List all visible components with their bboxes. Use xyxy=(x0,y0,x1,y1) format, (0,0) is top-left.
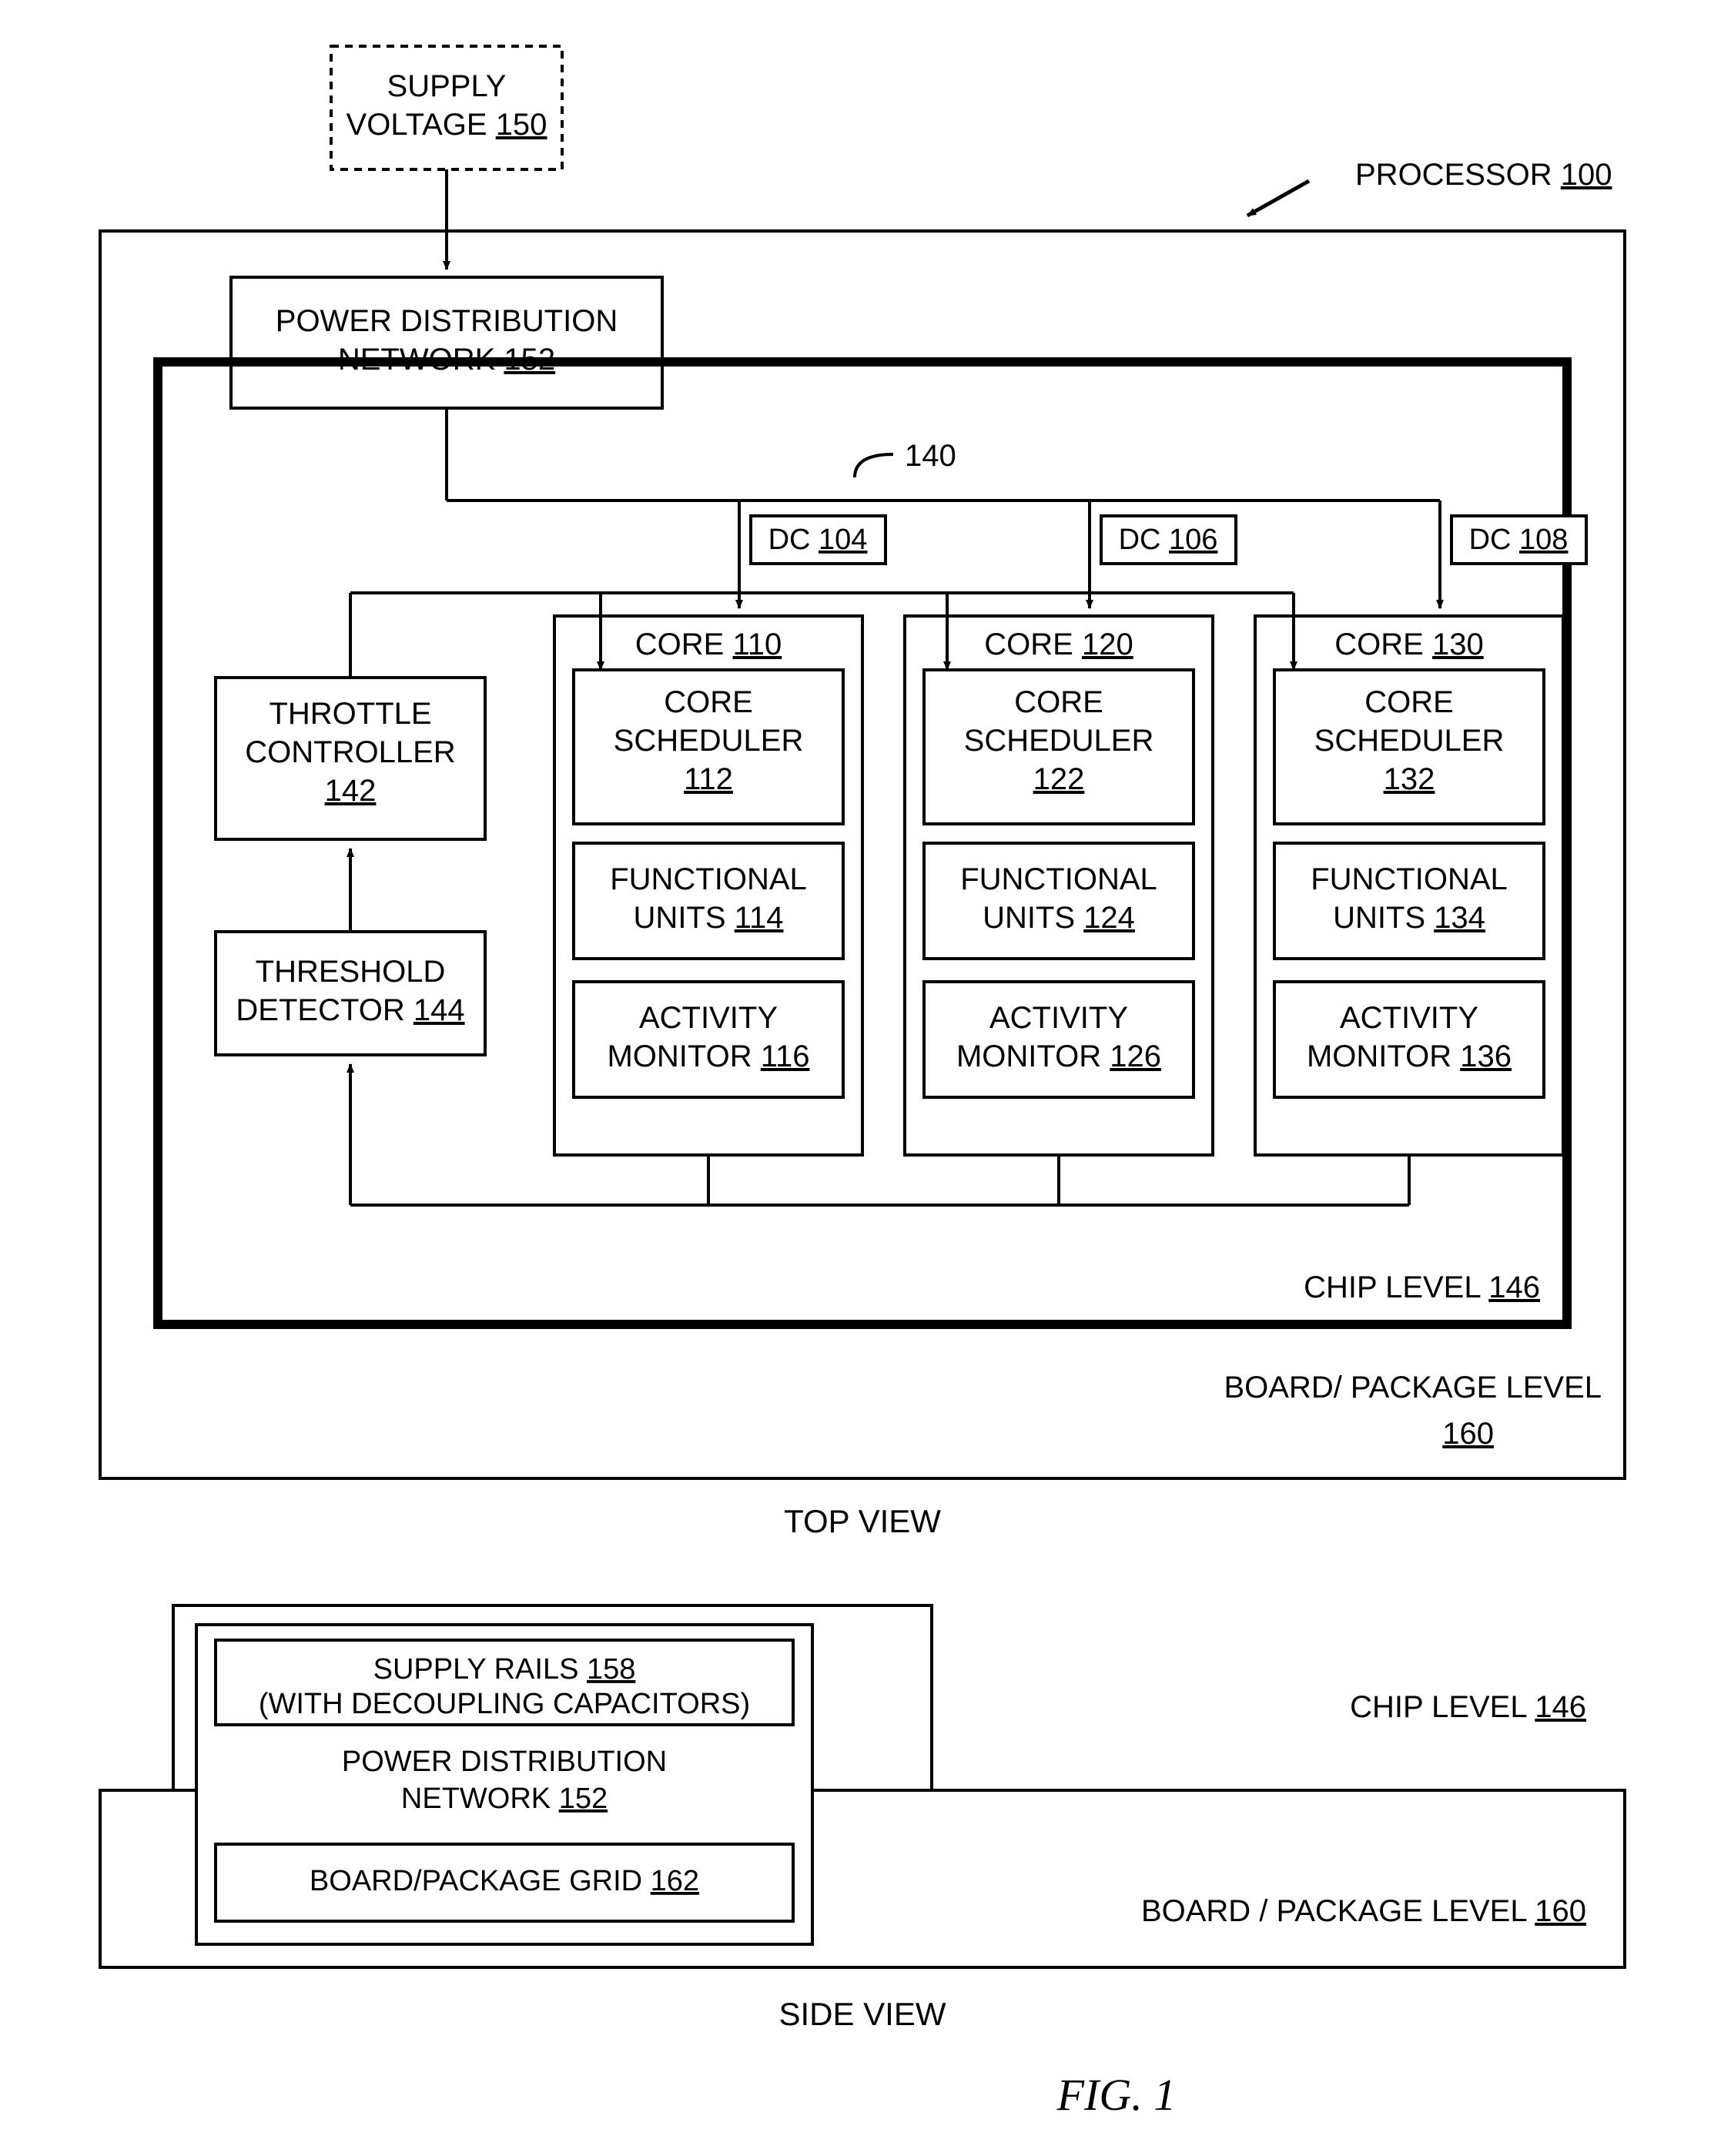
sched3-l1: CORE xyxy=(1364,685,1454,719)
core3-group: CORE 130 CORE SCHEDULER 132 FUNCTIONAL U… xyxy=(1255,616,1563,1155)
func1-l2: UNITS 114 xyxy=(634,901,784,935)
processor-label: PROCESSOR 100 xyxy=(1355,158,1612,192)
act2-l2: MONITOR 126 xyxy=(956,1040,1161,1073)
supply-voltage-label1: SUPPLY xyxy=(387,69,507,103)
act1-l1: ACTIVITY xyxy=(639,1001,778,1035)
chip-level-label: CHIP LEVEL 146 xyxy=(1304,1270,1540,1304)
core1-group: CORE 110 CORE SCHEDULER 112 FUNCTIONAL U… xyxy=(554,616,862,1155)
sched2-ref: 122 xyxy=(1033,762,1085,796)
supply-voltage-label2: VOLTAGE 150 xyxy=(347,108,547,142)
core2-title: CORE 120 xyxy=(984,628,1133,661)
side-pdn-l2: NETWORK 152 xyxy=(401,1783,608,1815)
pdn-label1: POWER DISTRIBUTION xyxy=(276,304,618,338)
side-grid-label: BOARD/PACKAGE GRID 162 xyxy=(310,1865,699,1897)
func2-l2: UNITS 124 xyxy=(983,901,1135,935)
side-rails-l2: (WITH DECOUPLING CAPACITORS) xyxy=(259,1688,750,1720)
patent-diagram: SUPPLY VOLTAGE 150 PROCESSOR 100 POWER D… xyxy=(0,0,1731,2156)
board-level-label: BOARD/ PACKAGE LEVEL xyxy=(1224,1371,1602,1404)
side-rails-l1: SUPPLY RAILS 158 xyxy=(373,1653,636,1686)
func2-l1: FUNCTIONAL xyxy=(960,862,1157,896)
core3-title: CORE 130 xyxy=(1334,628,1483,661)
act3-l1: ACTIVITY xyxy=(1340,1001,1478,1035)
func1-l1: FUNCTIONAL xyxy=(610,862,807,896)
sched2-l2: SCHEDULER xyxy=(964,724,1154,758)
label-140: 140 xyxy=(905,439,956,473)
throttle-l1: THROTTLE xyxy=(269,697,431,731)
act3-l2: MONITOR 136 xyxy=(1307,1040,1512,1073)
side-pdn-l1: POWER DISTRIBUTION xyxy=(342,1746,667,1778)
board-level-ref: 160 xyxy=(1442,1417,1494,1451)
act2-l1: ACTIVITY xyxy=(989,1001,1128,1035)
sched3-ref: 132 xyxy=(1384,762,1435,796)
act1-l2: MONITOR 116 xyxy=(607,1040,809,1073)
func3-l1: FUNCTIONAL xyxy=(1311,862,1508,896)
dc2-label: DC 106 xyxy=(1119,524,1218,556)
dc1-label: DC 104 xyxy=(768,524,868,556)
sched1-l1: CORE xyxy=(664,685,753,719)
func3-l2: UNITS 134 xyxy=(1333,901,1485,935)
dc3-label: DC 108 xyxy=(1469,524,1569,556)
throttle-ref: 142 xyxy=(325,774,377,808)
leader-140 xyxy=(855,454,893,477)
threshold-l2: DETECTOR 144 xyxy=(236,993,464,1027)
sched1-l2: SCHEDULER xyxy=(614,724,804,758)
core2-group: CORE 120 CORE SCHEDULER 122 FUNCTIONAL U… xyxy=(905,616,1213,1155)
sched3-l2: SCHEDULER xyxy=(1314,724,1505,758)
top-view-label: TOP VIEW xyxy=(784,1503,941,1539)
sched2-l1: CORE xyxy=(1014,685,1103,719)
side-view-label: SIDE VIEW xyxy=(778,1996,946,2032)
processor-leader xyxy=(1247,181,1309,216)
throttle-l2: CONTROLLER xyxy=(245,735,455,769)
figure-label: FIG. 1 xyxy=(1056,2070,1177,2120)
core1-title: CORE 110 xyxy=(635,628,782,661)
sched1-ref: 112 xyxy=(684,762,733,796)
side-chip-level-label: CHIP LEVEL 146 xyxy=(1350,1690,1586,1724)
threshold-l1: THRESHOLD xyxy=(256,955,446,989)
side-board-level-label: BOARD / PACKAGE LEVEL 160 xyxy=(1141,1894,1586,1928)
